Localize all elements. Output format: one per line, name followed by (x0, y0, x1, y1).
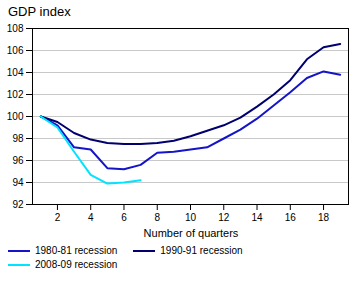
svg-text:2: 2 (55, 212, 61, 223)
svg-text:10: 10 (185, 212, 197, 223)
svg-text:96: 96 (12, 155, 24, 166)
html-text:2008-09 recession: 2008-09 recession (35, 259, 118, 270)
svg-text:106: 106 (7, 45, 24, 56)
svg-text:92: 92 (12, 199, 24, 210)
svg-text:4: 4 (88, 212, 94, 223)
html-text:GDP index: GDP index (8, 4, 71, 19)
html-text:1990-91 recession: 1990-91 recession (160, 245, 243, 256)
svg-text:98: 98 (12, 133, 24, 144)
svg-text:8: 8 (154, 212, 160, 223)
svg-text:14: 14 (251, 212, 263, 223)
svg-text:102: 102 (7, 89, 24, 100)
svg-text:94: 94 (12, 177, 24, 188)
svg-text:108: 108 (7, 23, 24, 34)
svg-text:6: 6 (121, 212, 127, 223)
svg-text:18: 18 (318, 212, 330, 223)
svg-text:12: 12 (218, 212, 230, 223)
svg-text:16: 16 (285, 212, 297, 223)
html-text:1980-81 recession: 1980-81 recession (35, 245, 118, 256)
svg-text:104: 104 (7, 67, 24, 78)
html-text:Number of quarters: Number of quarters (143, 227, 239, 239)
svg-text:100: 100 (7, 111, 24, 122)
